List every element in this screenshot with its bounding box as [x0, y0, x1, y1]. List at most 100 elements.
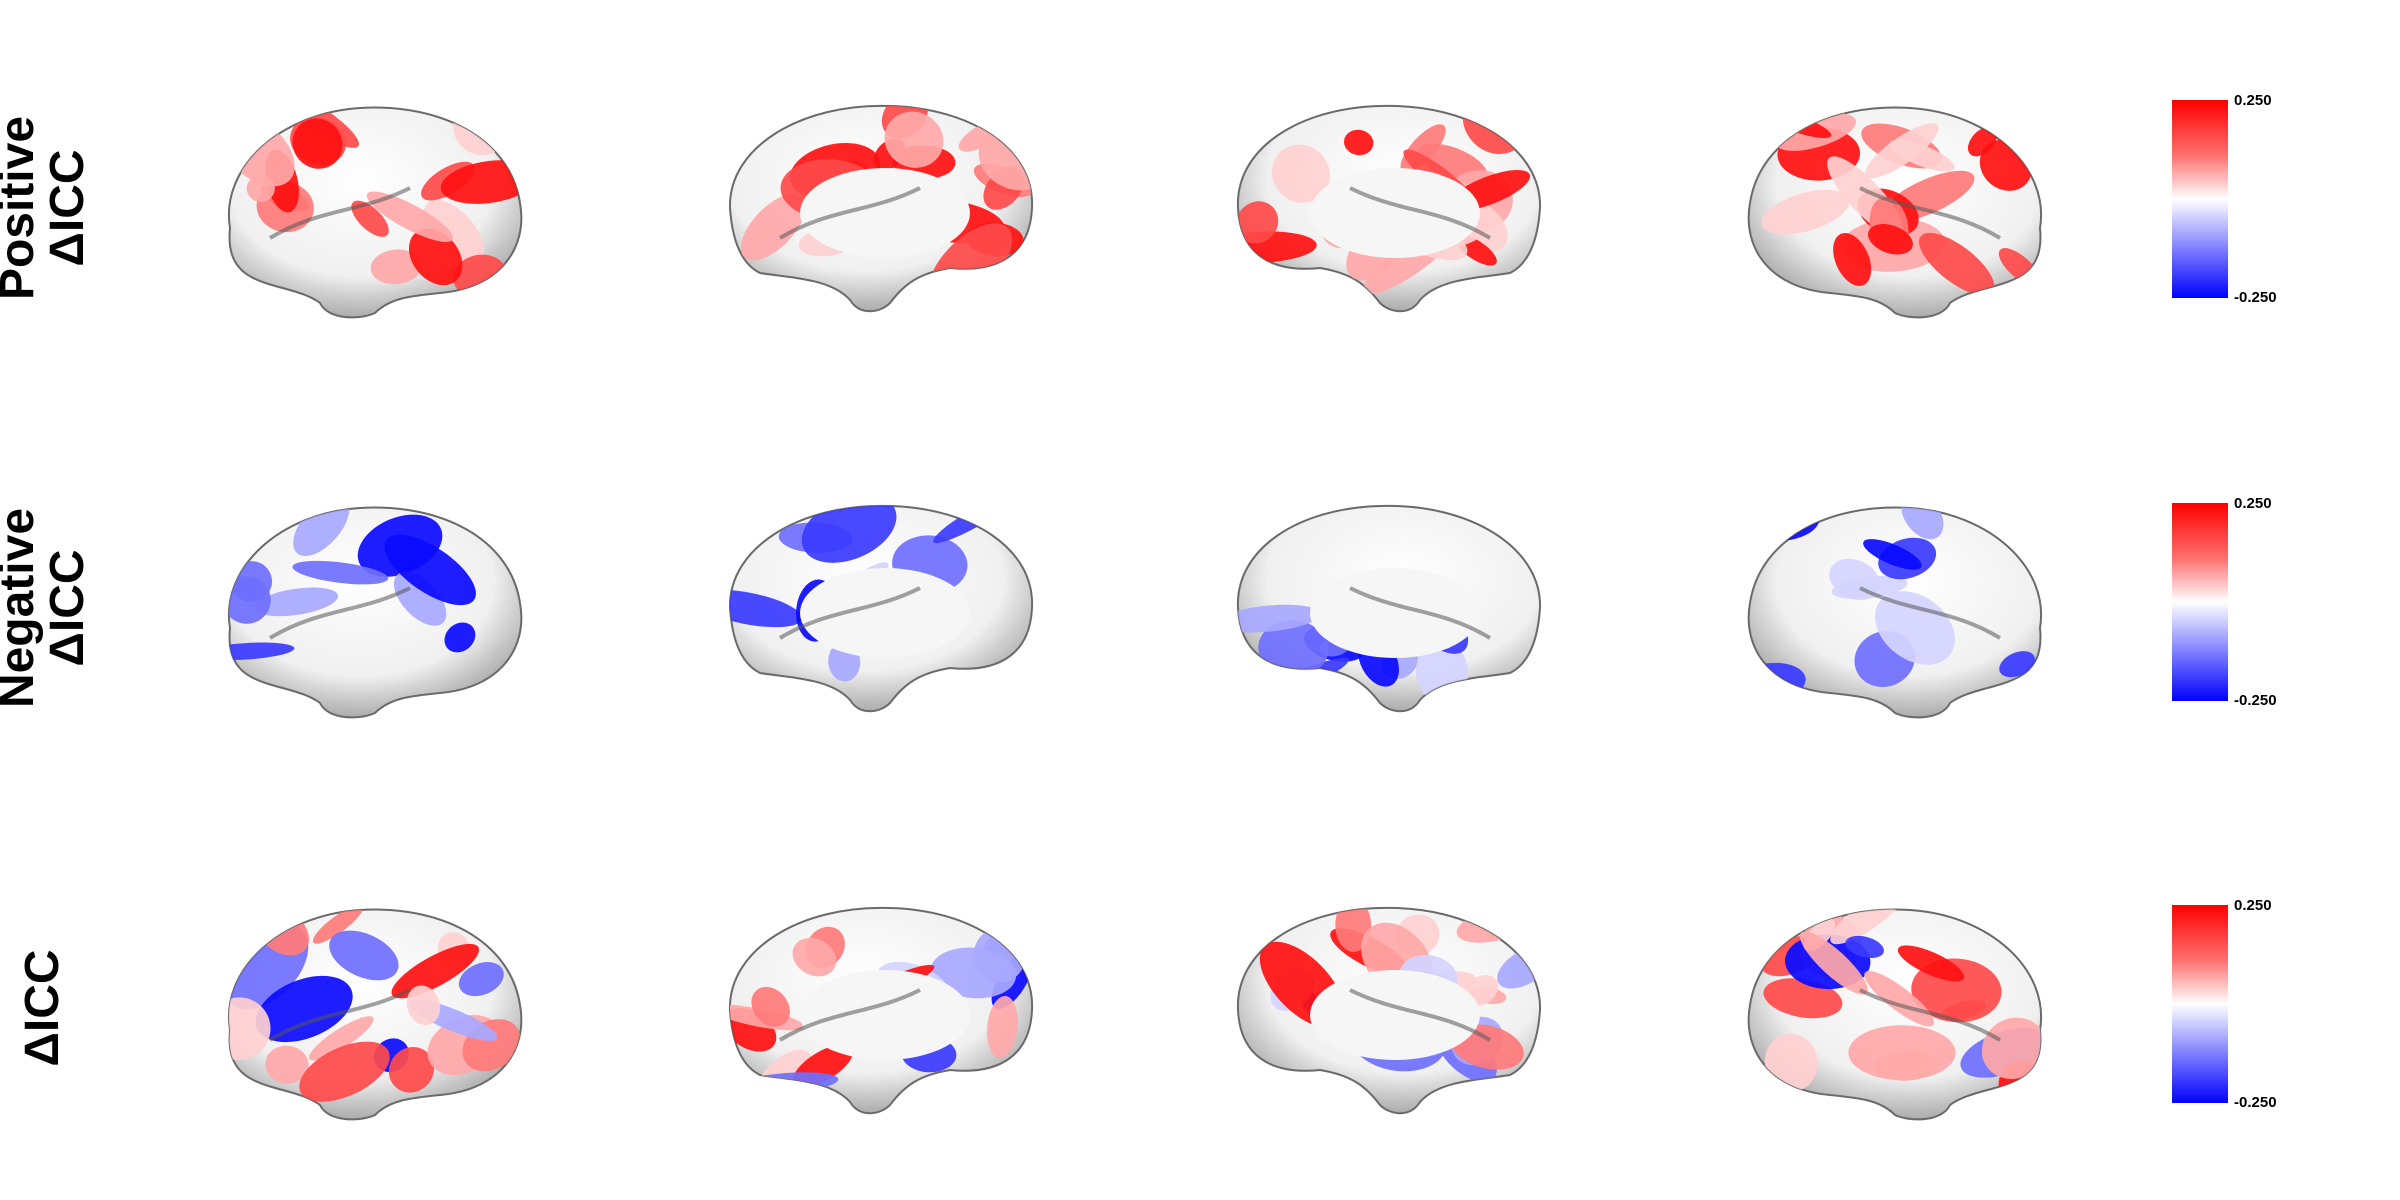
colorbar-delta: 0.250 -0.250 [2172, 897, 2277, 1111]
medial-wall [800, 168, 970, 258]
negative-parcel [384, 534, 476, 606]
negative-parcel [1863, 539, 1922, 570]
positive-parcel [751, 986, 790, 1027]
positive-parcel [884, 111, 944, 168]
positive-parcel [740, 193, 807, 261]
positive-parcel [1864, 971, 1935, 1027]
negative-parcel [729, 589, 802, 628]
negative-parcel [329, 930, 399, 981]
medial-wall [800, 970, 970, 1060]
negative-parcel [228, 642, 295, 660]
positive-parcel [986, 996, 1018, 1059]
positive-parcel [1830, 909, 1907, 945]
negative-parcel [1999, 651, 2036, 678]
positive-parcel [1833, 233, 1872, 287]
sulcus-line [1859, 186, 2002, 240]
positive-parcel [1764, 1033, 1818, 1092]
brain-positive-lateral-left [227, 106, 523, 319]
negative-parcel [292, 560, 389, 585]
negative-parcel [1901, 507, 1944, 540]
positive-parcel [351, 200, 389, 237]
positive-parcel [1981, 1017, 2042, 1079]
positive-parcel [1799, 931, 1868, 995]
colorbar-gradient [2172, 100, 2228, 298]
negative-parcel [458, 962, 504, 997]
sulcus-line [268, 186, 411, 240]
positive-parcel [388, 1047, 435, 1093]
sulcus-line [268, 988, 411, 1042]
colorbar-gradient [2172, 905, 2228, 1103]
brain-positive-medial-right [1236, 104, 1542, 313]
sulcus-line [778, 988, 921, 1042]
positive-parcel [1761, 189, 1850, 235]
negative-parcel [254, 587, 339, 617]
colorbar-max-label: 0.250 [2234, 495, 2272, 512]
sulcus-line [1859, 988, 2002, 1042]
positive-parcel [299, 1041, 390, 1102]
medial-wall [1310, 568, 1480, 658]
brain-positive-medial-left [728, 104, 1034, 313]
colorbar-min-label: -0.250 [2234, 1094, 2277, 1111]
colorbar-min-label: -0.250 [2234, 289, 2277, 306]
negative-parcel [444, 622, 476, 653]
brain-delta-lateral-right [1747, 908, 2043, 1121]
negative-parcel [1237, 604, 1321, 633]
sulcus-line [1859, 586, 2002, 640]
positive-parcel [312, 909, 364, 944]
positive-parcel [792, 937, 837, 977]
brain-negative-lateral-right [1747, 506, 2043, 719]
positive-parcel [1875, 1050, 1938, 1081]
colorbar-positive: 0.250 -0.250 [2172, 92, 2277, 306]
negative-parcel [255, 975, 353, 1043]
positive-parcel [1867, 223, 1913, 255]
colorbar-gradient [2172, 503, 2228, 701]
negative-parcel [228, 576, 271, 624]
sulcus-line [1349, 586, 1492, 640]
positive-parcel [1271, 144, 1330, 203]
colorbar-max-label: 0.250 [2234, 92, 2272, 109]
sulcus-line [778, 186, 921, 240]
brain-negative-medial-right [1236, 504, 1542, 713]
medial-wall [1310, 168, 1480, 258]
positive-parcel [366, 191, 454, 242]
positive-parcel [406, 985, 441, 1026]
sulcus-line [268, 586, 411, 640]
positive-parcel [1897, 945, 1965, 982]
sulcus-line [1349, 186, 1492, 240]
positive-parcel [292, 118, 343, 169]
medial-wall [1310, 970, 1480, 1060]
negative-parcel [930, 947, 1017, 999]
positive-parcel [391, 943, 480, 999]
sulcus-line [778, 586, 921, 640]
medial-wall [800, 568, 970, 658]
positive-parcel [1344, 129, 1374, 156]
colorbar-max-label: 0.250 [2234, 897, 2272, 914]
positive-parcel [1919, 232, 1995, 296]
positive-parcel [228, 997, 271, 1061]
brain-delta-lateral-left [227, 908, 523, 1121]
positive-parcel [1335, 907, 1372, 952]
brain-delta-medial-right [1236, 906, 1542, 1115]
negative-parcel [1845, 935, 1884, 958]
negative-parcel [732, 1072, 839, 1095]
positive-parcel [265, 1045, 309, 1084]
brain-negative-lateral-left [227, 506, 523, 719]
brain-delta-medial-left [728, 906, 1034, 1115]
brain-positive-lateral-right [1747, 106, 2043, 319]
positive-parcel [1889, 139, 1955, 172]
positive-parcel [423, 199, 484, 264]
negative-parcel [393, 571, 447, 626]
sulcus-line [1349, 988, 1492, 1042]
positive-parcel [246, 174, 275, 202]
negative-parcel [1875, 591, 1955, 665]
positive-parcel [308, 1016, 374, 1061]
positive-parcel [408, 228, 463, 286]
positive-parcel [1237, 231, 1317, 263]
positive-parcel [1237, 201, 1279, 244]
colorbar-min-label: -0.250 [2234, 692, 2277, 709]
colorbar-negative: 0.250 -0.250 [2172, 495, 2277, 709]
positive-parcel [370, 249, 422, 285]
brain-negative-medial-left [728, 504, 1034, 713]
negative-parcel [1258, 620, 1329, 677]
